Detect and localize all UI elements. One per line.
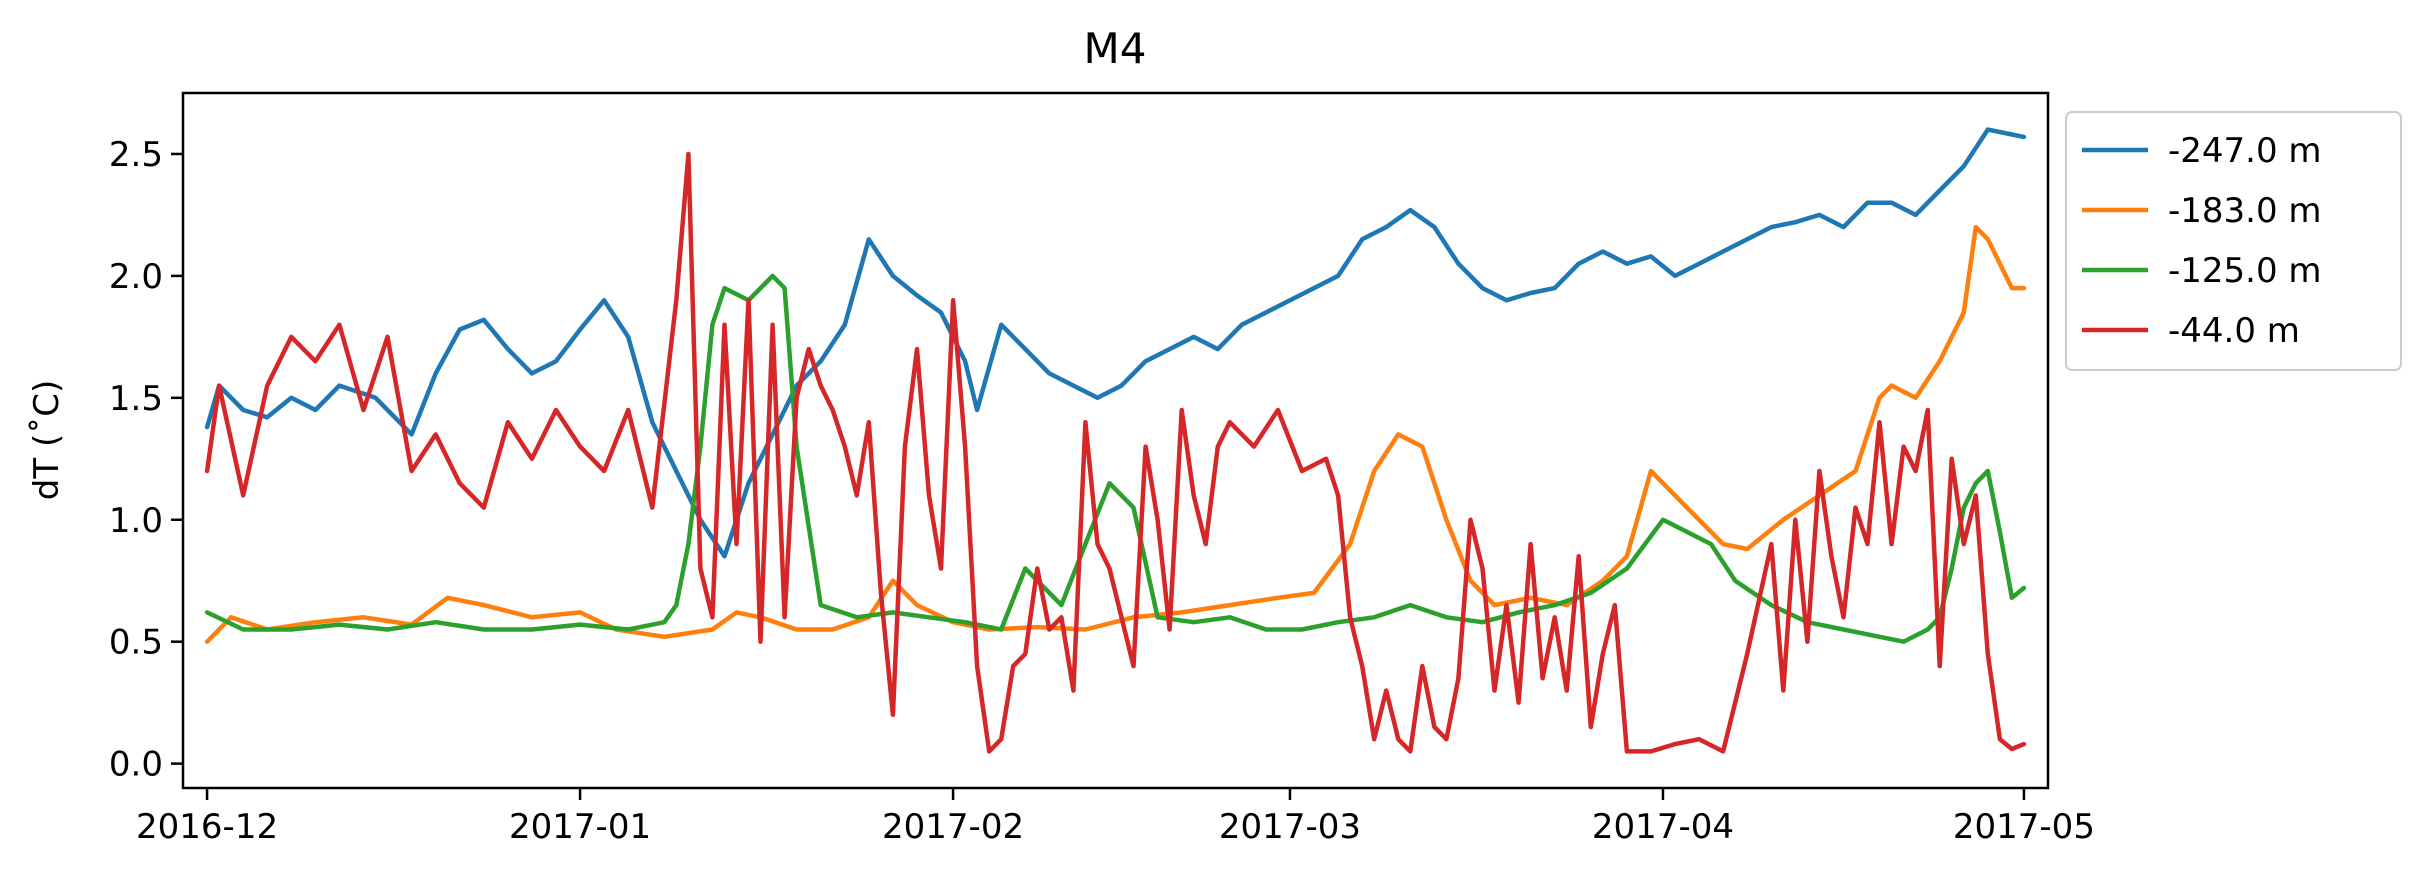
y-tick-label: 0.0 — [109, 745, 163, 785]
legend-label: -247.0 m — [2168, 131, 2322, 171]
x-tick-label: 2017-05 — [1953, 807, 2095, 847]
x-tick-label: 2017-01 — [509, 807, 651, 847]
legend: -247.0 m -183.0 m -125.0 m -44.0 m — [2065, 111, 2402, 371]
y-axis-label: dT (˚C) — [27, 380, 67, 500]
x-tick-label: 2017-03 — [1219, 807, 1361, 847]
y-tick-label: 2.5 — [109, 135, 163, 175]
chart-title: M4 — [1084, 24, 1147, 73]
y-tick-label: 0.5 — [109, 623, 163, 663]
y-tick-label: 1.0 — [109, 501, 163, 541]
y-tick-label: 1.5 — [109, 379, 163, 419]
legend-label: -183.0 m — [2168, 191, 2322, 231]
x-tick-label: 2017-02 — [882, 807, 1024, 847]
series-line-0 — [204, 127, 2027, 559]
x-tick-label: 2016-12 — [136, 807, 278, 847]
y-axis: 0.0 0.5 1.0 1.5 2.0 2.5 — [109, 135, 183, 785]
x-tick-label: 2017-04 — [1592, 807, 1734, 847]
series-line-2 — [204, 273, 2027, 644]
legend-label: -125.0 m — [2168, 251, 2322, 291]
y-tick-label: 2.0 — [109, 257, 163, 297]
series-layer — [204, 127, 2027, 754]
series-line-3 — [204, 151, 2027, 754]
x-axis: 2016-12 2017-01 2017-02 2017-03 2017-04 2017-… — [136, 788, 2095, 847]
legend-label: -44.0 m — [2168, 311, 2300, 351]
series-line-1 — [204, 224, 2027, 644]
plot-area-frame — [181, 91, 2050, 790]
legend-frame — [2065, 111, 2402, 371]
